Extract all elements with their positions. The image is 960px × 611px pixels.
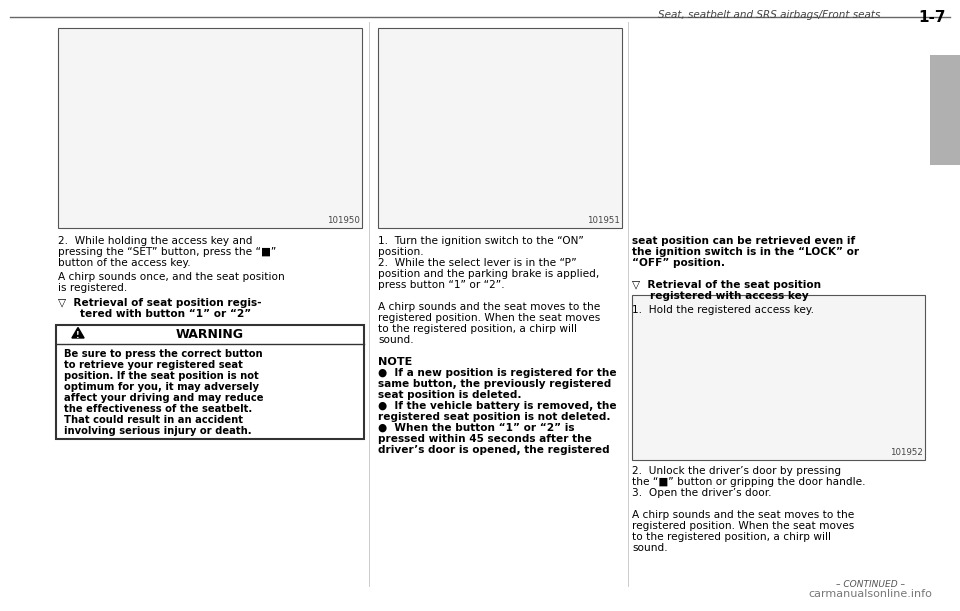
Text: 101951: 101951 (588, 216, 620, 225)
Text: registered position. When the seat moves: registered position. When the seat moves (632, 521, 854, 531)
Text: ●  If a new position is registered for the: ● If a new position is registered for th… (378, 368, 616, 378)
Text: NOTE: NOTE (378, 357, 412, 367)
Text: !: ! (76, 331, 80, 340)
Text: same button, the previously registered: same button, the previously registered (378, 379, 612, 389)
Text: sound.: sound. (378, 335, 414, 345)
Text: ●  If the vehicle battery is removed, the: ● If the vehicle battery is removed, the (378, 401, 616, 411)
Text: ●  When the button “1” or “2” is: ● When the button “1” or “2” is (378, 423, 574, 433)
Text: the effectiveness of the seatbelt.: the effectiveness of the seatbelt. (64, 404, 252, 414)
Text: 2.  While the select lever is in the “P”: 2. While the select lever is in the “P” (378, 258, 577, 268)
Text: 1.  Hold the registered access key.: 1. Hold the registered access key. (632, 305, 814, 315)
Text: registered position. When the seat moves: registered position. When the seat moves (378, 313, 600, 323)
Text: A chirp sounds and the seat moves to the: A chirp sounds and the seat moves to the (378, 302, 600, 312)
Bar (56, 325, 364, 439)
Text: 101952: 101952 (890, 448, 923, 457)
Text: – CONTINUED –: – CONTINUED – (835, 580, 904, 589)
Text: registered with access key: registered with access key (650, 291, 808, 301)
Text: 1-7: 1-7 (919, 10, 946, 25)
Text: involving serious injury or death.: involving serious injury or death. (64, 426, 252, 436)
Text: “OFF” position.: “OFF” position. (632, 258, 725, 268)
Bar (378, 28, 622, 228)
Text: 101950: 101950 (327, 216, 360, 225)
Text: pressing the “SET” button, press the “■”: pressing the “SET” button, press the “■” (58, 247, 276, 257)
Text: ▽  Retrieval of the seat position: ▽ Retrieval of the seat position (632, 280, 821, 290)
Text: seat position can be retrieved even if: seat position can be retrieved even if (632, 236, 855, 246)
Bar (632, 295, 925, 460)
Text: pressed within 45 seconds after the: pressed within 45 seconds after the (378, 434, 592, 444)
Text: registered seat position is not deleted.: registered seat position is not deleted. (378, 412, 611, 422)
Text: position and the parking brake is applied,: position and the parking brake is applie… (378, 269, 599, 279)
Text: ▽  Retrieval of seat position regis-: ▽ Retrieval of seat position regis- (58, 298, 262, 308)
Text: 1.  Turn the ignition switch to the “ON”: 1. Turn the ignition switch to the “ON” (378, 236, 584, 246)
Text: is registered.: is registered. (58, 283, 128, 293)
Text: seat position is deleted.: seat position is deleted. (378, 390, 521, 400)
Text: A chirp sounds and the seat moves to the: A chirp sounds and the seat moves to the (632, 510, 854, 520)
Text: 2.  While holding the access key and: 2. While holding the access key and (58, 236, 252, 246)
Text: to the registered position, a chirp will: to the registered position, a chirp will (632, 532, 831, 542)
Text: affect your driving and may reduce: affect your driving and may reduce (64, 393, 263, 403)
Text: position.: position. (378, 247, 423, 257)
Text: A chirp sounds once, and the seat position: A chirp sounds once, and the seat positi… (58, 272, 285, 282)
Text: position. If the seat position is not: position. If the seat position is not (64, 371, 259, 381)
Bar (58, 28, 362, 228)
Bar (930, 55, 960, 165)
Text: Seat, seatbelt and SRS airbags/Front seats: Seat, seatbelt and SRS airbags/Front sea… (658, 10, 880, 20)
Text: tered with button “1” or “2”: tered with button “1” or “2” (80, 309, 252, 319)
Text: 3.  Open the driver’s door.: 3. Open the driver’s door. (632, 488, 772, 498)
Text: carmanualsonline.info: carmanualsonline.info (808, 589, 932, 599)
Text: to retrieve your registered seat: to retrieve your registered seat (64, 360, 243, 370)
Text: sound.: sound. (632, 543, 667, 553)
Text: button of the access key.: button of the access key. (58, 258, 191, 268)
Text: to the registered position, a chirp will: to the registered position, a chirp will (378, 324, 577, 334)
Text: optimum for you, it may adversely: optimum for you, it may adversely (64, 382, 259, 392)
Polygon shape (72, 327, 84, 338)
Text: the ignition switch is in the “LOCK” or: the ignition switch is in the “LOCK” or (632, 247, 859, 257)
Text: Be sure to press the correct button: Be sure to press the correct button (64, 349, 263, 359)
Text: That could result in an accident: That could result in an accident (64, 415, 243, 425)
Text: driver’s door is opened, the registered: driver’s door is opened, the registered (378, 445, 610, 455)
Text: 2.  Unlock the driver’s door by pressing: 2. Unlock the driver’s door by pressing (632, 466, 841, 476)
Text: the “■” button or gripping the door handle.: the “■” button or gripping the door hand… (632, 477, 866, 487)
Text: WARNING: WARNING (176, 328, 244, 341)
Text: press button “1” or “2”.: press button “1” or “2”. (378, 280, 505, 290)
